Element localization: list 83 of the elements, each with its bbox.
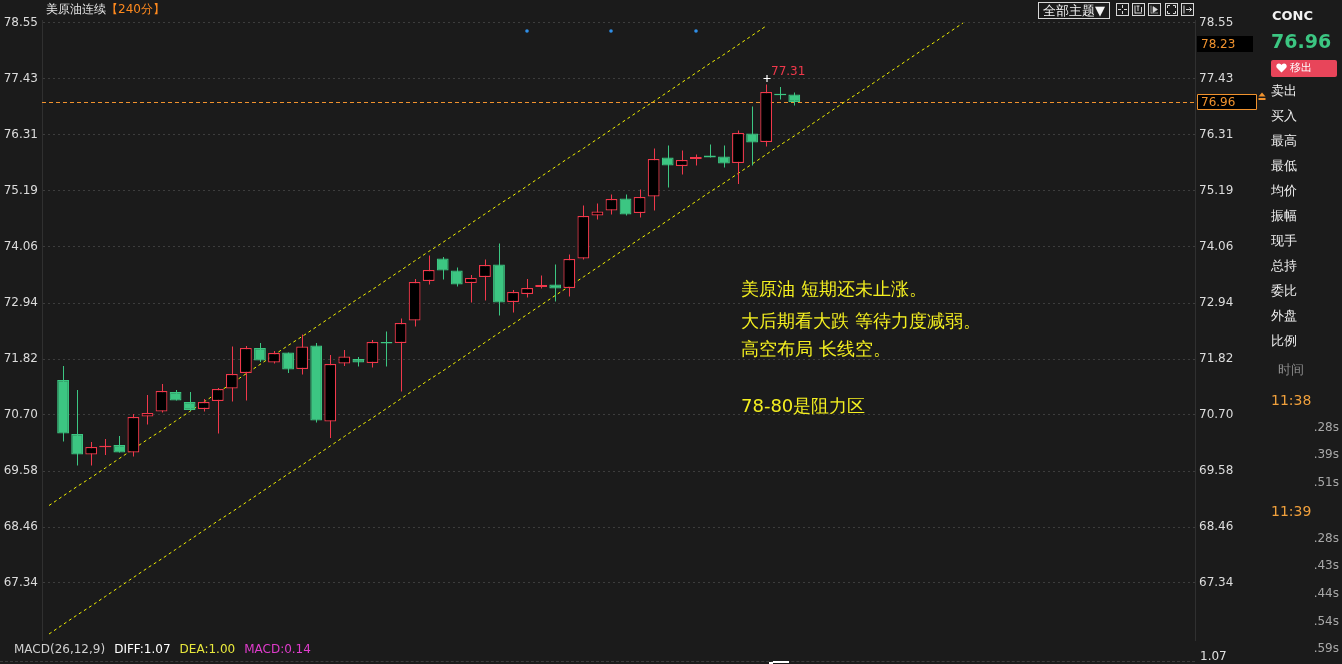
text: 外盘 [1271,308,1297,324]
text: .28s [1313,531,1339,546]
text: .51s [1313,475,1339,490]
candlestick [675,150,688,175]
text: MACD:0.14 [244,642,311,656]
text: 全部主题▼ [1038,2,1110,19]
chart-subtitle: 【240分】 [106,2,165,16]
candlestick [394,318,407,392]
text: .28s [1313,420,1339,435]
y2-tick-label: 78.55 [1199,14,1234,29]
text: 比例 [1271,333,1297,349]
candlestick [155,383,168,413]
y-tick-label: 70.70 [3,407,38,422]
candlestick [71,389,84,466]
y2-tick-label: 68.46 [1199,519,1234,534]
candlestick [605,194,618,215]
text: 最低 [1271,158,1297,174]
text: 最高 [1271,133,1297,149]
y2-tick-label: 72.94 [1199,295,1234,310]
text: 均价 [1271,183,1297,199]
y-tick-label: 68.46 [3,519,38,534]
text: .59s [1313,641,1339,656]
annotation: 78-80是阻力区 [741,395,866,417]
candlestick [746,106,758,166]
text: 振幅 [1271,208,1297,224]
y-tick-label: 67.34 [3,575,38,590]
annotation: 大后期看大跌 等待力度减弱。 [741,310,981,332]
y-tick-label: 76.31 [3,126,38,141]
candlestick [296,334,309,375]
y2-tick-label: 70.70 [1199,407,1234,422]
y-tick-label: 75.19 [3,182,38,197]
y2-tick-label: 77.43 [1199,70,1234,85]
text: CONC [1272,8,1314,24]
text: 委比 [1271,283,1297,299]
y2-tick-label: 69.58 [1199,463,1234,478]
y2-tick-label: 74.06 [1199,239,1234,254]
candlestick [225,346,238,402]
annotation: 美原油 短期还未止涨。 [741,278,927,300]
candlestick [479,259,491,301]
text: 买入 [1271,108,1297,124]
candlestick [464,274,477,303]
text: DEA:1.00 [179,642,236,656]
y2-tick-label: 71.82 [1199,351,1234,366]
candlestick [366,339,379,368]
y-tick-label: 72.94 [3,295,38,310]
text: 总持 [1271,258,1297,274]
text: 移出 [1290,61,1312,75]
y-tick-label: 77.43 [3,70,38,85]
text: MACD(26,12,9) [14,642,106,656]
candlestick [211,387,224,434]
text: DIFF:1.07 [114,642,171,656]
line-series [48,22,964,635]
candlestick [718,145,730,168]
candlestick [507,289,519,313]
text: 1.07 [1200,649,1227,664]
text: .44s [1313,586,1339,601]
text: .43s [1313,558,1339,573]
y2-tick-label: 76.31 [1199,126,1234,141]
y-tick-label: 71.82 [3,351,38,366]
y2-tick-label: 67.34 [1199,575,1234,590]
candlestick [521,278,534,298]
text: 11:39 [1271,503,1312,520]
text: .54s [1313,614,1339,629]
y-tick-label: 78.55 [3,14,38,29]
text: 现手 [1271,233,1297,249]
y-tick-label: 74.06 [3,239,38,254]
text: 时间 [1278,362,1304,378]
candlestick [183,391,196,412]
chart-title: 美原油连续 [46,2,106,16]
y2-tick-label: 75.19 [1199,182,1234,197]
candlestick [239,345,252,401]
text: .39s [1313,447,1339,462]
candlestick [85,441,98,466]
text: 76.96 [1271,30,1332,53]
candlestick [422,255,435,285]
text: 11:38 [1271,392,1312,409]
text: 卖出 [1271,83,1297,99]
annotation: 高空布局 长线空。 [741,338,891,360]
y-tick-label: 69.58 [3,463,38,478]
candlestick [141,394,154,425]
annotation: 77.31 [771,64,806,79]
text: 78.23 [1197,36,1253,52]
ref-line-label: 76.96 [1201,95,1236,110]
